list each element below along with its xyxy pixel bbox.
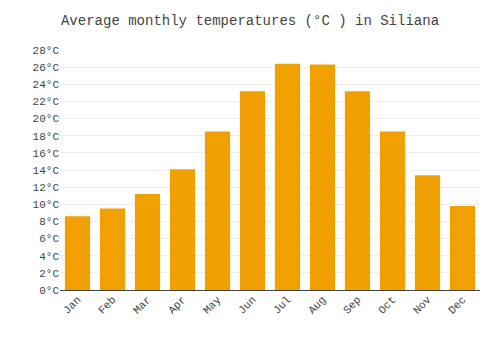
- svg-text:8°C: 8°C: [39, 216, 59, 228]
- svg-text:Apr: Apr: [166, 294, 188, 316]
- svg-text:10°C: 10°C: [33, 199, 60, 211]
- svg-text:28°C: 28°C: [33, 45, 60, 57]
- svg-text:Aug: Aug: [306, 294, 328, 316]
- svg-text:Jul: Jul: [271, 294, 293, 316]
- svg-text:Average monthly temperatures (: Average monthly temperatures (°C ) in Si…: [61, 13, 439, 29]
- svg-text:May: May: [201, 294, 224, 317]
- svg-text:20°C: 20°C: [33, 113, 60, 125]
- svg-text:Oct: Oct: [376, 294, 398, 316]
- svg-text:Dec: Dec: [446, 294, 468, 316]
- svg-text:26°C: 26°C: [33, 62, 60, 74]
- svg-text:6°C: 6°C: [39, 233, 59, 245]
- svg-text:Jan: Jan: [61, 294, 83, 316]
- svg-text:14°C: 14°C: [33, 165, 60, 177]
- svg-text:16°C: 16°C: [33, 148, 60, 160]
- svg-text:12°C: 12°C: [33, 182, 60, 194]
- svg-text:Feb: Feb: [96, 294, 118, 316]
- svg-text:2°C: 2°C: [39, 268, 59, 280]
- svg-text:Sep: Sep: [341, 294, 363, 316]
- svg-text:24°C: 24°C: [33, 79, 60, 91]
- svg-text:22°C: 22°C: [33, 96, 60, 108]
- svg-text:Mar: Mar: [131, 294, 153, 316]
- svg-text:0°C: 0°C: [39, 285, 59, 297]
- svg-text:4°C: 4°C: [39, 251, 59, 263]
- svg-text:18°C: 18°C: [33, 131, 60, 143]
- svg-text:Nov: Nov: [411, 294, 434, 317]
- svg-text:Jun: Jun: [236, 294, 258, 316]
